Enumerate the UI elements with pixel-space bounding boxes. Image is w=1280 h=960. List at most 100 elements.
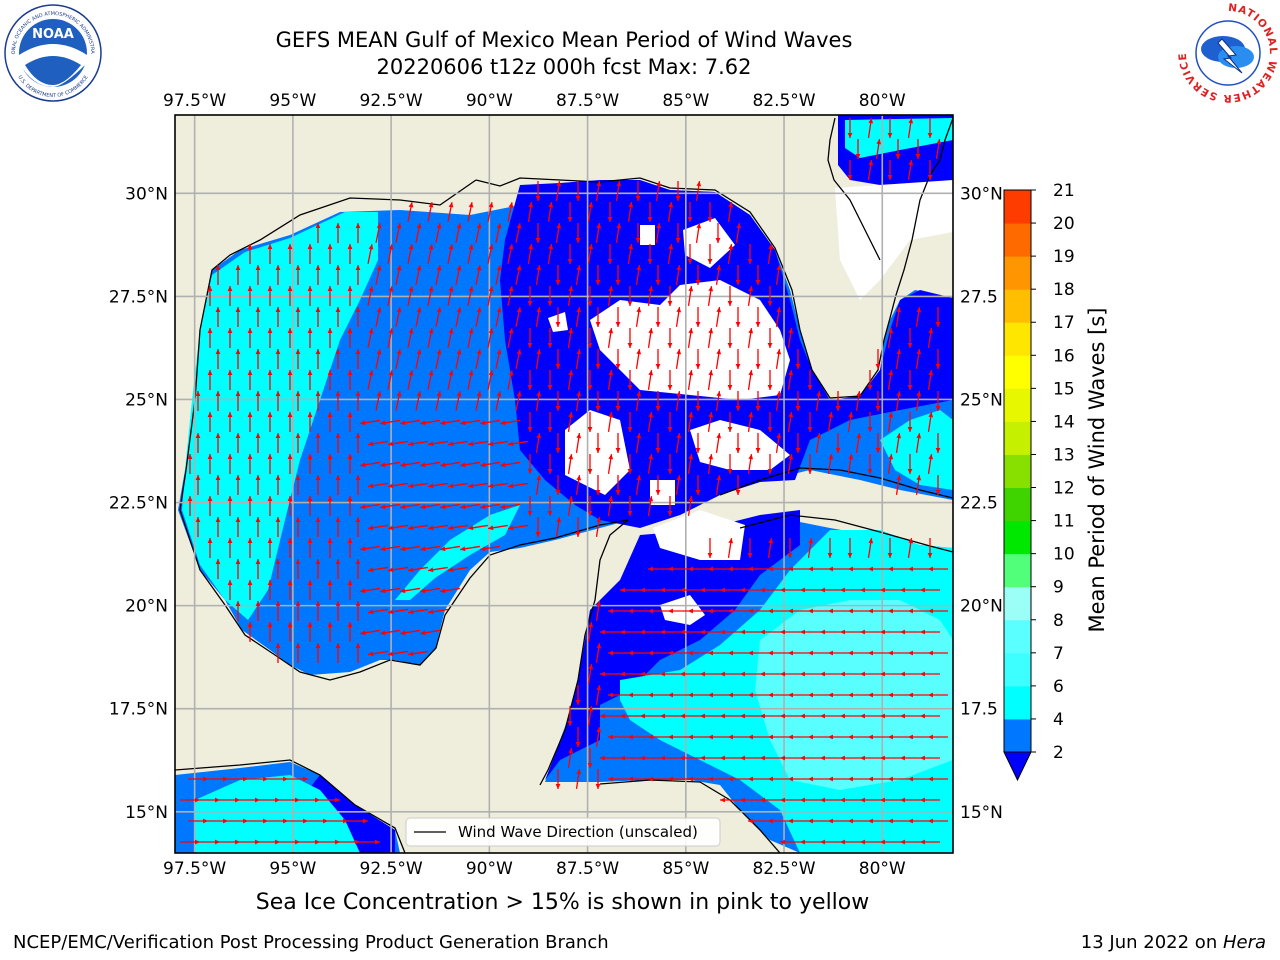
wind-arrow-head bbox=[908, 160, 914, 166]
wind-arrow-head bbox=[808, 538, 814, 544]
wind-arrow-head bbox=[347, 496, 353, 501]
wind-arrow-head bbox=[608, 370, 614, 376]
wind-arrow-head bbox=[267, 244, 273, 249]
wind-arrow-head bbox=[195, 475, 201, 480]
wind-arrow-head bbox=[860, 797, 865, 803]
wind-arrow-head bbox=[648, 734, 653, 740]
wind-arrow-head bbox=[596, 643, 602, 649]
wind-arrow-head bbox=[275, 265, 281, 270]
wind-arrow-head bbox=[727, 469, 733, 474]
wind-arrow-head bbox=[327, 244, 333, 249]
wind-arrow-head bbox=[555, 490, 561, 495]
wind-arrow-head bbox=[508, 525, 514, 531]
colorbar-tick-label: 18 bbox=[1053, 280, 1075, 300]
wind-arrow-head bbox=[568, 454, 574, 460]
wind-arrow-head bbox=[195, 839, 200, 845]
wind-arrow-head bbox=[388, 244, 394, 250]
wind-arrow-head bbox=[315, 307, 321, 312]
wind-arrow-head bbox=[195, 797, 200, 803]
lat-tick-label-left: 25°N bbox=[125, 390, 168, 410]
wind-arrow-head bbox=[587, 301, 593, 306]
wind-arrow-head bbox=[360, 546, 366, 552]
wind-arrow-head bbox=[255, 391, 261, 396]
wind-arrow-head bbox=[788, 454, 794, 460]
wind-arrow-head bbox=[767, 469, 773, 474]
wind-arrow-head bbox=[800, 797, 805, 803]
wind-arrow-head bbox=[767, 301, 773, 306]
wind-arrow-head bbox=[608, 412, 614, 418]
wind-arrow-head bbox=[740, 587, 745, 593]
wind-arrow-head bbox=[676, 433, 682, 439]
wind-arrow-head bbox=[295, 601, 301, 606]
wind-arrow-head bbox=[900, 713, 905, 719]
wind-arrow-head bbox=[616, 181, 622, 187]
wind-arrow-head bbox=[868, 608, 873, 614]
wind-arrow-head bbox=[587, 469, 593, 474]
wind-arrow-head bbox=[748, 776, 753, 782]
wind-arrow-head bbox=[840, 839, 845, 845]
wind-arrow-head bbox=[688, 734, 693, 740]
wind-arrow-head bbox=[700, 713, 705, 719]
wind-arrow-head bbox=[555, 406, 561, 411]
wind-arrow-head bbox=[307, 496, 313, 501]
wind-arrow-head bbox=[527, 301, 533, 306]
wind-arrow-head bbox=[767, 343, 773, 348]
wind-arrow-head bbox=[676, 265, 682, 271]
wind-arrow-head bbox=[688, 776, 693, 782]
wind-arrow-head bbox=[868, 818, 873, 824]
wind-arrow-head bbox=[607, 259, 613, 264]
lat-tick-label-right: 27.5 bbox=[960, 287, 998, 307]
wind-arrow-head bbox=[555, 784, 561, 789]
lat-tick-label-left: 15°N bbox=[125, 803, 168, 823]
wind-arrow-head bbox=[275, 517, 281, 522]
wind-arrow-head bbox=[508, 328, 514, 334]
wind-arrow-head bbox=[555, 364, 561, 369]
wind-arrow-head bbox=[935, 490, 941, 495]
wind-arrow-head bbox=[587, 511, 593, 516]
wind-arrow-head bbox=[728, 566, 733, 572]
wind-arrow-head bbox=[695, 364, 701, 369]
wind-arrow-head bbox=[396, 223, 402, 229]
wind-arrow-head bbox=[920, 587, 925, 593]
wind-arrow-head bbox=[315, 797, 320, 803]
wind-arrow-head bbox=[660, 587, 665, 593]
wind-arrow-head bbox=[780, 839, 785, 845]
wind-arrow-head bbox=[275, 433, 281, 438]
wind-arrow-head bbox=[620, 713, 625, 719]
wind-arrow-head bbox=[235, 349, 241, 354]
wind-arrow-head bbox=[516, 391, 522, 397]
wind-arrow-head bbox=[420, 504, 426, 510]
wind-arrow-head bbox=[600, 671, 605, 677]
wind-arrow-head bbox=[880, 713, 885, 719]
wind-arrow-head bbox=[860, 671, 865, 677]
wind-arrow-head bbox=[388, 651, 394, 657]
wind-arrow-head bbox=[755, 448, 761, 453]
wind-arrow-head bbox=[327, 328, 333, 333]
wind-arrow-head bbox=[255, 433, 261, 438]
wind-arrow-head bbox=[788, 412, 794, 418]
wind-arrow-head bbox=[287, 244, 293, 249]
wind-arrow-head bbox=[307, 622, 313, 627]
wind-arrow-head bbox=[595, 364, 601, 369]
wind-arrow-head bbox=[303, 818, 308, 824]
wind-arrow-head bbox=[755, 406, 761, 411]
wind-arrow-head bbox=[327, 580, 333, 585]
wind-arrow-head bbox=[916, 433, 922, 439]
wind-arrow-head bbox=[428, 286, 434, 292]
wind-arrow-head bbox=[528, 244, 534, 250]
wind-arrow-head bbox=[908, 818, 913, 824]
wind-arrow-head bbox=[708, 286, 714, 292]
wind-arrow-head bbox=[267, 454, 273, 459]
wind-arrow-head bbox=[327, 496, 333, 501]
wind-arrow-head bbox=[667, 385, 673, 390]
wind-arrow-head bbox=[676, 475, 682, 481]
wind-arrow-head bbox=[728, 538, 734, 544]
wind-arrow-head bbox=[567, 217, 573, 222]
wind-arrow-head bbox=[848, 818, 853, 824]
wind-arrow-head bbox=[847, 175, 853, 180]
wind-arrow-head bbox=[615, 406, 621, 411]
wind-arrow-head bbox=[347, 622, 353, 627]
wind-arrow-head bbox=[567, 259, 573, 264]
wind-arrow-head bbox=[227, 454, 233, 459]
wind-arrow-head bbox=[648, 454, 654, 460]
